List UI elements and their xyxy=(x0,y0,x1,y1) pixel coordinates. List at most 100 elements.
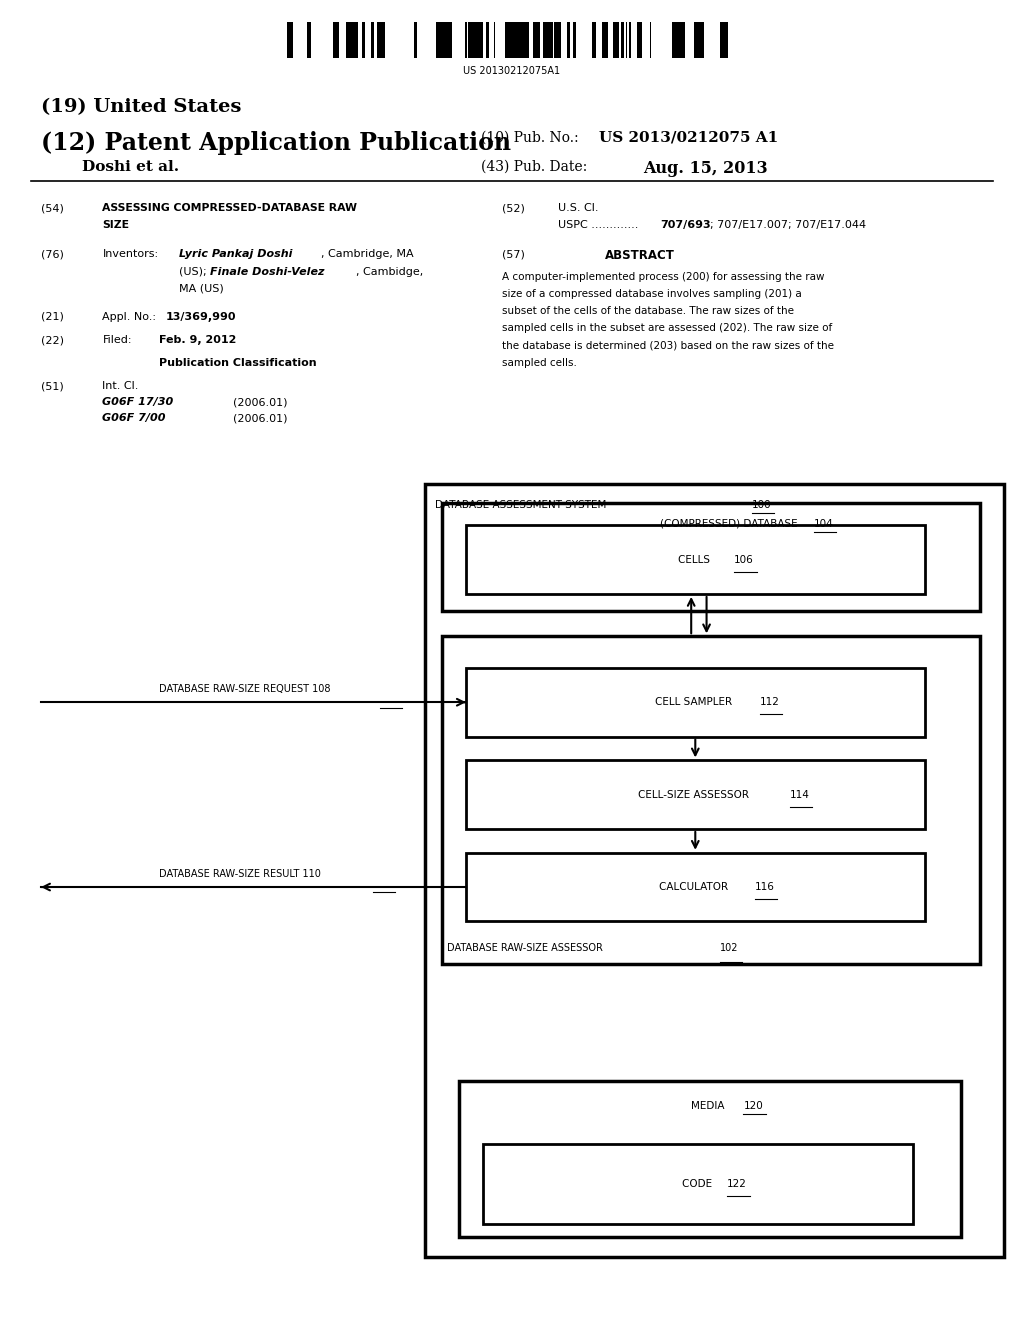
Text: Aug. 15, 2013: Aug. 15, 2013 xyxy=(643,160,768,177)
Bar xyxy=(466,853,925,921)
Bar xyxy=(442,503,980,611)
Text: (22): (22) xyxy=(41,335,63,346)
Bar xyxy=(622,22,625,58)
Text: (2006.01): (2006.01) xyxy=(233,397,288,408)
Bar xyxy=(466,668,925,737)
Bar xyxy=(672,22,678,58)
Bar xyxy=(373,22,375,58)
Text: (12) Patent Application Publication: (12) Patent Application Publication xyxy=(41,131,511,154)
Bar xyxy=(554,22,560,58)
Text: (COMPRESSED) DATABASE: (COMPRESSED) DATABASE xyxy=(659,519,801,529)
Text: (51): (51) xyxy=(41,381,63,392)
Text: (10) Pub. No.:: (10) Pub. No.: xyxy=(481,131,579,145)
Bar xyxy=(479,22,482,58)
Bar xyxy=(546,22,550,58)
Text: CELL SAMPLER: CELL SAMPLER xyxy=(655,697,735,708)
Text: 112: 112 xyxy=(760,697,779,708)
Bar xyxy=(468,22,474,58)
Bar xyxy=(543,22,546,58)
Bar xyxy=(534,22,537,58)
Bar xyxy=(511,22,513,58)
Text: 122: 122 xyxy=(727,1179,746,1189)
Bar xyxy=(694,22,697,58)
Text: subset of the cells of the database. The raw sizes of the: subset of the cells of the database. The… xyxy=(502,306,794,317)
Bar xyxy=(697,22,703,58)
Text: sampled cells.: sampled cells. xyxy=(502,358,577,368)
Bar xyxy=(640,22,642,58)
Bar xyxy=(444,22,451,58)
Text: USPC .............: USPC ............. xyxy=(558,220,642,231)
Bar xyxy=(678,22,685,58)
Text: 13/369,990: 13/369,990 xyxy=(166,312,237,322)
Text: , Cambidge,: , Cambidge, xyxy=(356,267,424,277)
Bar xyxy=(593,22,596,58)
Bar xyxy=(525,22,528,58)
Text: 104: 104 xyxy=(813,519,834,529)
Text: the database is determined (203) based on the raw sizes of the: the database is determined (203) based o… xyxy=(502,341,834,351)
Text: Feb. 9, 2012: Feb. 9, 2012 xyxy=(159,335,237,346)
Text: DATABASE ASSESSMENT SYSTEM: DATABASE ASSESSMENT SYSTEM xyxy=(435,500,610,511)
Text: Lyric Pankaj Doshi: Lyric Pankaj Doshi xyxy=(179,249,293,260)
Bar xyxy=(519,22,525,58)
Bar xyxy=(483,1144,913,1224)
Bar xyxy=(459,1081,961,1237)
Bar xyxy=(603,22,607,58)
Bar xyxy=(607,22,608,58)
Bar xyxy=(537,22,540,58)
Bar xyxy=(505,22,511,58)
Text: 707/693: 707/693 xyxy=(660,220,711,231)
Bar xyxy=(333,22,339,58)
Bar xyxy=(466,760,925,829)
Text: 100: 100 xyxy=(752,500,771,511)
Bar xyxy=(466,525,925,594)
Text: (19) United States: (19) United States xyxy=(41,98,242,116)
Text: (57): (57) xyxy=(502,249,524,260)
Text: A computer-implemented process (200) for assessing the raw: A computer-implemented process (200) for… xyxy=(502,272,824,282)
Bar xyxy=(649,22,651,58)
Text: G06F 17/30: G06F 17/30 xyxy=(102,397,174,408)
Bar xyxy=(637,22,639,58)
Bar xyxy=(442,22,444,58)
Bar xyxy=(626,22,628,58)
Text: SIZE: SIZE xyxy=(102,220,129,231)
Text: ABSTRACT: ABSTRACT xyxy=(605,249,675,263)
Bar xyxy=(478,22,479,58)
Bar xyxy=(513,22,519,58)
Text: (43) Pub. Date:: (43) Pub. Date: xyxy=(481,160,588,174)
Text: 120: 120 xyxy=(743,1101,763,1111)
Text: U.S. Cl.: U.S. Cl. xyxy=(558,203,599,214)
Bar xyxy=(382,22,384,58)
Bar xyxy=(384,22,385,58)
Bar xyxy=(378,22,381,58)
Text: 116: 116 xyxy=(755,882,774,892)
Bar xyxy=(309,22,310,58)
Bar xyxy=(494,22,496,58)
Bar xyxy=(442,636,980,964)
Bar xyxy=(425,484,1004,1257)
Bar xyxy=(485,22,488,58)
Text: (21): (21) xyxy=(41,312,63,322)
Text: (76): (76) xyxy=(41,249,63,260)
Text: Filed:: Filed: xyxy=(102,335,132,346)
Text: 102: 102 xyxy=(720,942,738,953)
Bar xyxy=(353,22,356,58)
Bar xyxy=(361,22,365,58)
Text: CALCULATOR: CALCULATOR xyxy=(659,882,731,892)
Bar xyxy=(720,22,721,58)
Bar xyxy=(287,22,293,58)
Bar xyxy=(474,22,478,58)
Text: 114: 114 xyxy=(790,789,809,800)
Bar xyxy=(451,22,453,58)
Text: CELL-SIZE ASSESSOR: CELL-SIZE ASSESSOR xyxy=(638,789,753,800)
Bar xyxy=(550,22,553,58)
Text: Doshi et al.: Doshi et al. xyxy=(82,160,179,174)
Text: Int. Cl.: Int. Cl. xyxy=(102,381,139,392)
Bar xyxy=(371,22,373,58)
Bar xyxy=(346,22,347,58)
Bar xyxy=(381,22,382,58)
Text: Publication Classification: Publication Classification xyxy=(159,358,316,368)
Bar xyxy=(307,22,309,58)
Text: Finale Doshi-Velez: Finale Doshi-Velez xyxy=(210,267,325,277)
Text: G06F 7/00: G06F 7/00 xyxy=(102,413,166,424)
Bar xyxy=(573,22,577,58)
